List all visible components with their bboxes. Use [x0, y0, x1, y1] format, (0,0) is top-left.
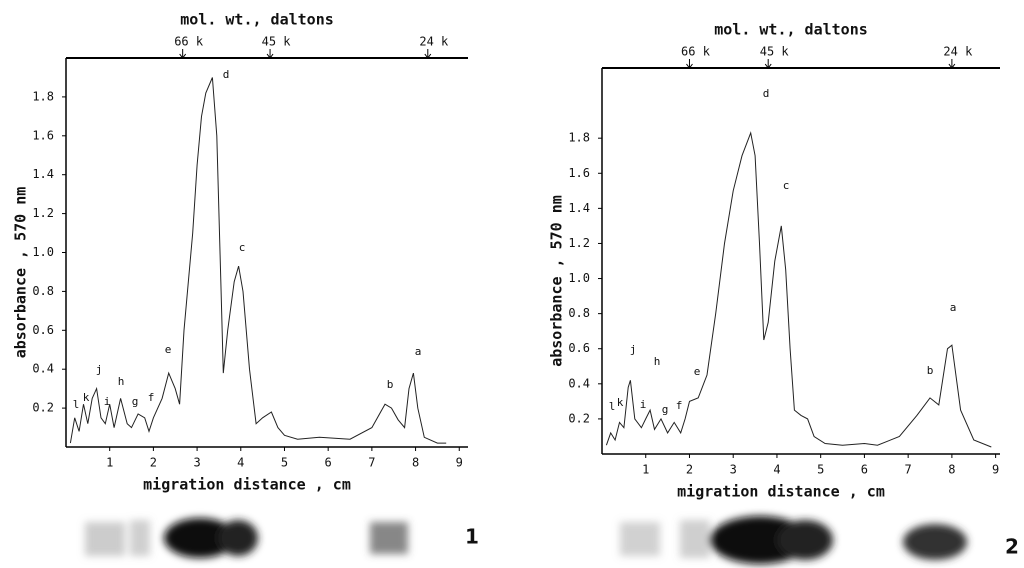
panel-label: 2: [1005, 535, 1019, 559]
top-tick-arrow: [179, 53, 187, 59]
gel-strip: [85, 518, 408, 558]
gel-strip: [620, 516, 967, 564]
y-axis-label: absorbance , 570 nm: [548, 195, 566, 367]
x-axis-label: migration distance , cm: [143, 476, 351, 494]
x-tick-label: 8: [948, 463, 955, 477]
y-tick-label: 0.6: [568, 341, 590, 355]
peak-label: g: [132, 395, 139, 408]
x-tick-label: 5: [281, 456, 288, 470]
y-tick-label: 1.8: [32, 89, 54, 103]
peak-label: a: [950, 301, 957, 314]
peak-label: k: [617, 396, 624, 409]
peak-label: b: [927, 364, 934, 377]
y-tick-label: 1.4: [568, 201, 590, 215]
peak-label: d: [223, 68, 230, 81]
y-tick-label: 1.6: [32, 128, 54, 142]
y-tick-label: 1.0: [568, 271, 590, 285]
top-tick-label: 24 k: [943, 45, 973, 59]
absorbance-trace: [605, 131, 992, 448]
peak-label: j: [630, 343, 637, 356]
x-tick-label: 8: [412, 456, 419, 470]
peak-label: h: [118, 375, 125, 388]
top-tick-arrow: [686, 63, 693, 69]
peak-label: i: [640, 398, 647, 411]
y-tick-label: 1.2: [32, 206, 54, 220]
absorbance-trace: [69, 77, 447, 444]
x-tick-label: 7: [368, 456, 375, 470]
peak-label: k: [83, 391, 90, 404]
y-tick-label: 0.4: [32, 362, 54, 376]
y-tick-label: 0.2: [32, 401, 54, 415]
y-tick-label: 0.8: [568, 306, 590, 320]
x-tick-label: 4: [773, 463, 780, 477]
top-tick-label: 45 k: [262, 35, 292, 49]
peak-label: h: [654, 355, 661, 368]
peak-label: e: [165, 343, 172, 356]
top-tick-arrow: [266, 53, 274, 59]
top-tick-arrow: [764, 63, 772, 69]
x-tick-label: 2: [150, 456, 157, 470]
top-tick-label: 45 k: [760, 45, 790, 59]
peak-label: g: [662, 403, 669, 416]
peak-label: a: [415, 345, 422, 358]
x-tick-label: 2: [686, 463, 693, 477]
y-tick-label: 0.8: [32, 284, 54, 298]
panel-label: 1: [465, 525, 479, 549]
x-tick-label: 3: [730, 463, 737, 477]
y-tick-label: 0.6: [32, 323, 54, 337]
y-tick-label: 1.2: [568, 236, 590, 250]
x-tick-label: 3: [193, 456, 200, 470]
x-tick-label: 1: [642, 463, 649, 477]
x-tick-label: 5: [817, 463, 824, 477]
top-tick-arrow: [424, 53, 432, 59]
x-tick-label: 7: [905, 463, 912, 477]
peak-label: f: [676, 399, 683, 412]
y-tick-label: 0.4: [568, 376, 590, 390]
peak-label: d: [763, 87, 770, 100]
x-tick-label: 1: [106, 456, 113, 470]
peak-label: l: [73, 398, 80, 411]
x-tick-label: 6: [861, 463, 868, 477]
top-tick-label: 66 k: [174, 35, 204, 49]
y-tick-label: 1.8: [568, 131, 590, 145]
x-axis-label: migration distance , cm: [677, 483, 885, 501]
x-tick-label: 4: [237, 456, 244, 470]
y-tick-label: 1.6: [568, 166, 590, 180]
peak-label: b: [387, 378, 394, 391]
top-axis-label: mol. wt., daltons: [180, 11, 334, 29]
peak-label: e: [694, 365, 701, 378]
peak-label: l: [609, 400, 616, 413]
y-tick-label: 0.2: [568, 411, 590, 425]
y-axis-label: absorbance , 570 nm: [12, 187, 30, 359]
x-tick-label: 9: [992, 463, 999, 477]
top-axis-label: mol. wt., daltons: [714, 21, 868, 39]
peak-label: c: [783, 179, 790, 192]
peak-label: i: [104, 395, 111, 408]
peak-label: c: [239, 241, 246, 254]
top-tick-label: 24 k: [419, 35, 449, 49]
top-tick-arrow: [948, 63, 956, 69]
peak-label: f: [148, 391, 155, 404]
peak-label: j: [96, 363, 103, 376]
x-tick-label: 9: [456, 456, 463, 470]
y-tick-label: 1.0: [32, 245, 54, 259]
x-tick-label: 6: [325, 456, 332, 470]
y-tick-label: 1.4: [32, 167, 54, 181]
top-tick-label: 66 k: [681, 45, 711, 59]
